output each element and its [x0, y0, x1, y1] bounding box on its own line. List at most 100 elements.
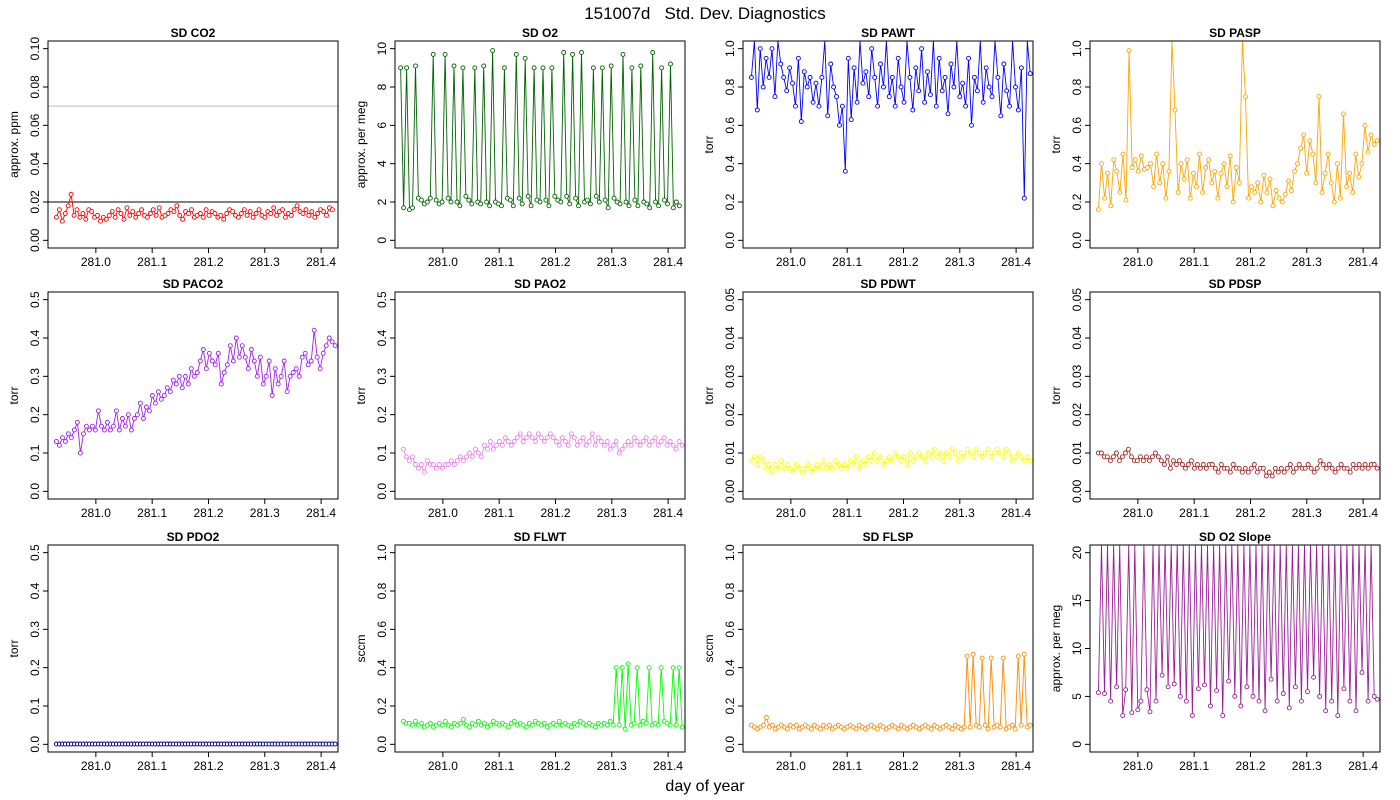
- data-point: [424, 199, 430, 205]
- data-point: [598, 439, 604, 444]
- data-point: [769, 722, 775, 728]
- data-point: [116, 427, 122, 433]
- y-tick-label: 0.4: [375, 329, 389, 346]
- data-point: [1113, 450, 1119, 456]
- y-tick-label: 0.6: [375, 621, 389, 638]
- plot-frame: [47, 40, 339, 249]
- data-point: [445, 462, 451, 467]
- data-point: [478, 454, 484, 460]
- data-point: [1095, 690, 1101, 696]
- data-point: [278, 373, 284, 379]
- data-point: [1311, 469, 1317, 475]
- x-tick-label: 281.2: [193, 506, 223, 520]
- data-point: [1128, 454, 1134, 460]
- data-point: [851, 65, 857, 71]
- data-point: [619, 665, 625, 671]
- data-point: [964, 653, 970, 659]
- data-point: [460, 65, 466, 71]
- data-point: [982, 450, 988, 456]
- data-point: [1107, 458, 1113, 464]
- data-point: [573, 195, 579, 201]
- data-point: [1264, 189, 1270, 195]
- data-point: [268, 211, 274, 216]
- data-point: [616, 450, 622, 456]
- data-point: [262, 214, 268, 220]
- data-point: [484, 199, 490, 205]
- panel-title: SD PAWT: [861, 26, 915, 40]
- data-point: [781, 465, 787, 471]
- data-point: [424, 458, 430, 464]
- data-point: [460, 716, 466, 722]
- y-tick-label: 0.4: [1070, 155, 1084, 172]
- data-point: [553, 722, 559, 728]
- data-point: [910, 458, 916, 464]
- data-point: [1298, 145, 1304, 151]
- y-tick-label: 0.8: [1070, 78, 1084, 95]
- data-point: [272, 366, 278, 372]
- data-point: [795, 55, 801, 61]
- data-point: [1238, 703, 1244, 709]
- data-point: [787, 465, 793, 471]
- data-point: [110, 423, 116, 429]
- data-point: [546, 203, 552, 209]
- data-point: [1233, 165, 1239, 170]
- data-point: [478, 201, 484, 207]
- data-point: [955, 458, 961, 464]
- data-point: [936, 55, 942, 61]
- data-point: [1195, 686, 1201, 692]
- panel-sd-pasp: SD PASP torr 281.0 281.1 281.2 281.3 281.4 0.0 0…: [1049, 26, 1381, 269]
- data-point: [493, 442, 499, 448]
- data-point: [638, 63, 644, 69]
- data-point: [170, 377, 176, 383]
- series-line: [750, 41, 1031, 199]
- panel-title: SD FLSP: [863, 530, 914, 544]
- data-point: [1155, 454, 1161, 460]
- data-point: [245, 366, 251, 372]
- data-point: [1200, 462, 1206, 467]
- data-point: [874, 458, 880, 464]
- figure-title: 151007d Std. Dev. Diagnostics: [584, 4, 826, 23]
- data-point: [1371, 142, 1377, 147]
- data-point: [892, 450, 898, 456]
- data-point: [317, 366, 323, 372]
- data-point: [457, 203, 463, 209]
- data-point: [221, 216, 227, 222]
- x-tick-label: 281.3: [250, 506, 280, 520]
- x-tick-label: 281.1: [484, 506, 514, 520]
- y-axis-label: torr: [7, 386, 21, 404]
- data-point: [1226, 678, 1232, 684]
- y-tick-label: 0.00: [1070, 479, 1084, 503]
- panel-sd-pao2: SD PAO2 torr 281.0 281.1 281.2 281.3 281.4 0.0 0…: [354, 277, 686, 520]
- data-point: [933, 103, 939, 109]
- data-point: [275, 381, 281, 387]
- data-point: [1004, 88, 1010, 94]
- data-point: [1227, 153, 1233, 159]
- panel-title: SD PDO2: [167, 530, 220, 544]
- data-point: [549, 65, 555, 71]
- data-point: [1236, 180, 1242, 186]
- data-point: [805, 462, 811, 467]
- data-point: [197, 211, 203, 216]
- data-point: [1371, 693, 1377, 699]
- panel-title: SD PAO2: [514, 277, 566, 291]
- data-point: [875, 103, 881, 109]
- data-point: [895, 726, 901, 732]
- data-point: [442, 718, 448, 724]
- data-point: [625, 661, 631, 667]
- data-point: [1347, 469, 1353, 475]
- data-point: [230, 358, 236, 364]
- data-point: [523, 435, 529, 441]
- data-point: [1347, 698, 1353, 704]
- data-point: [561, 50, 567, 55]
- y-tick-label: 0.04: [723, 326, 737, 350]
- data-point: [290, 370, 296, 375]
- data-point: [571, 435, 577, 441]
- data-point: [643, 720, 649, 726]
- data-point: [62, 439, 68, 444]
- data-point: [820, 458, 826, 464]
- data-point: [872, 74, 878, 80]
- data-point: [871, 450, 877, 456]
- data-point: [98, 423, 104, 429]
- y-axis-label: approx. ppm: [7, 111, 21, 178]
- data-point: [971, 74, 977, 80]
